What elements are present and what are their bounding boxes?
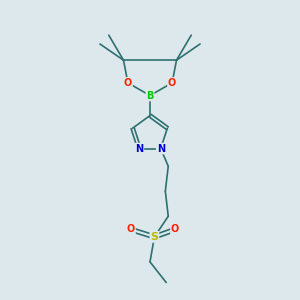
Text: S: S [150, 232, 158, 242]
Text: B: B [146, 91, 154, 100]
Text: O: O [168, 78, 176, 88]
Text: O: O [124, 78, 132, 88]
Text: N: N [135, 144, 143, 154]
Text: O: O [171, 224, 179, 235]
Text: O: O [127, 224, 135, 235]
Text: N: N [157, 144, 165, 154]
